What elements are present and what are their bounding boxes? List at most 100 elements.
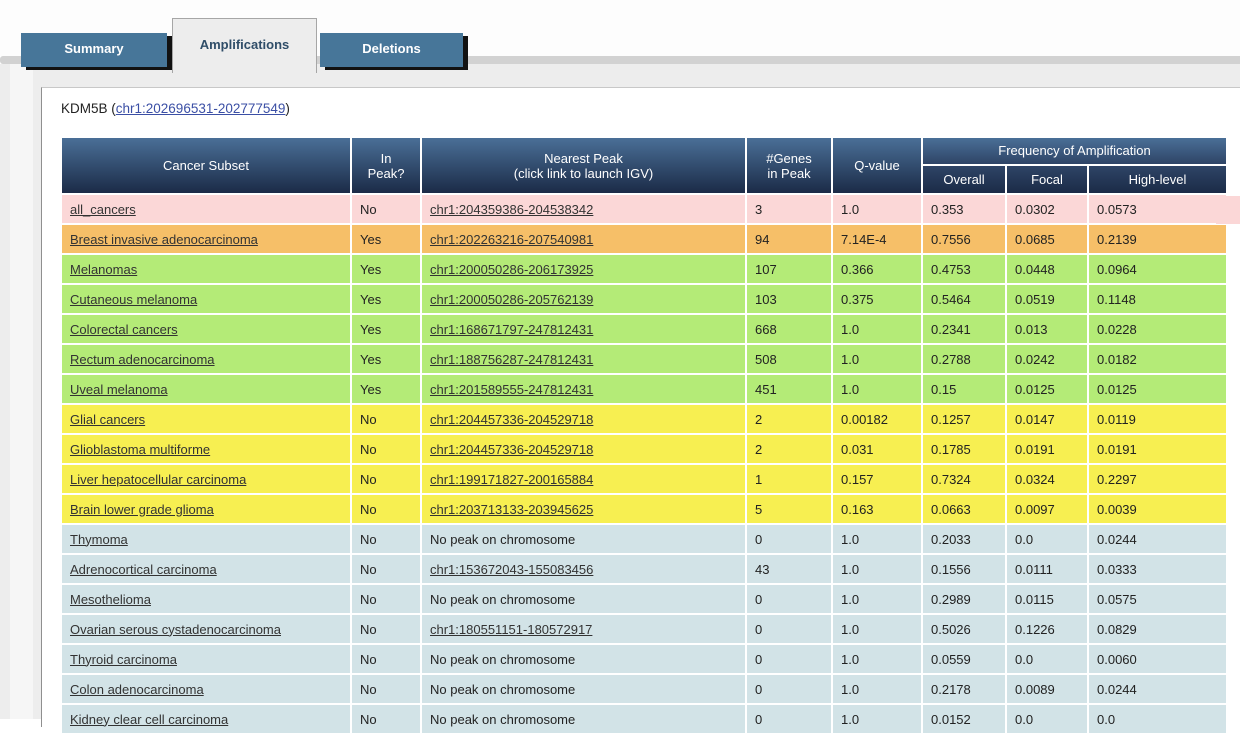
nearest-peak-cell-link[interactable]: chr1:204457336-204529718: [430, 441, 594, 457]
cancer-subset-link[interactable]: Liver hepatocellular carcinoma: [70, 471, 247, 487]
in-peak-cell: No: [360, 651, 377, 667]
nearest-peak-cell-link[interactable]: chr1:200050286-206173925: [430, 261, 594, 277]
freq-focal-cell: 0.0302: [1015, 201, 1055, 217]
cancer-subset-link[interactable]: Ovarian serous cystadenocarcinoma: [70, 621, 281, 637]
freq-high-level-cell: 0.2139: [1097, 231, 1137, 247]
nearest-peak-cell-link[interactable]: chr1:168671797-247812431: [430, 321, 594, 337]
table-row: Glial cancers No chr1:204457336-204529718 2…: [62, 405, 1227, 433]
table-row: Kidney clear cell carcinoma No No peak on …: [62, 705, 1227, 733]
col-header-focal: Focal: [1007, 165, 1087, 193]
freq-focal-cell: 0.0: [1015, 711, 1034, 727]
qvalue-cell: 1.0: [841, 351, 860, 367]
cancer-subset-link[interactable]: all_cancers: [70, 201, 136, 217]
freq-focal-cell: 0.0242: [1015, 351, 1055, 367]
table-row: Melanomas Yes chr1:200050286-206173925 107 0…: [62, 255, 1227, 283]
nearest-peak-cell-link[interactable]: chr1:200050286-205762139: [430, 291, 594, 307]
nearest-peak-cell-link[interactable]: chr1:153672043-155083456: [430, 561, 594, 577]
cancer-subset: Uveal melanoma: [62, 375, 350, 403]
genes-in-peak-cell: 43: [755, 561, 770, 577]
tab-summary[interactable]: Summary: [21, 33, 167, 67]
qvalue-cell: 1.0: [841, 591, 860, 607]
cancer-subset-link[interactable]: Melanomas: [70, 261, 138, 277]
table-row: Rectum adenocarcinoma Yes chr1:188756287-2…: [62, 345, 1227, 373]
tab-deletions[interactable]: Deletions: [320, 33, 463, 67]
cancer-subset: Brain lower grade glioma: [62, 495, 350, 523]
cancer-subset-link[interactable]: Uveal melanoma: [70, 381, 168, 397]
genes-in-peak-cell: 508: [755, 351, 777, 367]
genes-in-peak-cell: 0: [755, 531, 763, 547]
col-header-qvalue: Q-value: [833, 138, 921, 193]
cancer-subset-link[interactable]: Glioblastoma multiforme: [70, 441, 211, 457]
table-row: Brain lower grade glioma No chr1:203713133…: [62, 495, 1227, 523]
freq-focal-cell: 0.013: [1015, 321, 1048, 337]
nearest-peak-cell-link[interactable]: chr1:203713133-203945625: [430, 501, 594, 517]
col-header-cancer-subset: Cancer Subset: [62, 138, 350, 193]
nearest-peak-cell: chr1:204457336-204529718: [422, 435, 745, 463]
cancer-subset-link[interactable]: Mesothelioma: [70, 591, 151, 607]
qvalue-cell: 0.375: [841, 291, 874, 307]
freq-overall-cell: 0.4753: [931, 261, 971, 277]
in-peak-cell: Yes: [360, 261, 382, 277]
nearest-peak-cell: chr1:199171827-200165884: [422, 465, 745, 493]
cancer-subset-link[interactable]: Colorectal cancers: [70, 321, 178, 337]
freq-high-level-cell: 0.0964: [1097, 261, 1137, 277]
cancer-subset: Adrenocortical carcinoma: [62, 555, 350, 583]
qvalue-cell: 7.14E-4: [841, 231, 887, 247]
cancer-subset: Glial cancers: [62, 405, 350, 433]
left-gutter: [10, 64, 33, 719]
nearest-peak-cell-link[interactable]: chr1:188756287-247812431: [430, 351, 594, 367]
nearest-peak-cell-link[interactable]: chr1:204457336-204529718: [430, 411, 594, 427]
gene-locus-link[interactable]: chr1:202696531-202777549: [115, 101, 286, 116]
cancer-subset: Breast invasive adenocarcinoma: [62, 225, 350, 253]
cancer-subset-link[interactable]: Thyroid carcinoma: [70, 651, 177, 667]
freq-focal-cell: 0.0147: [1015, 411, 1055, 427]
nearest-peak-cell-link[interactable]: chr1:201589555-247812431: [430, 381, 594, 397]
cancer-subset-link[interactable]: Breast invasive adenocarcinoma: [70, 231, 258, 247]
cancer-subset: Thymoma: [62, 525, 350, 553]
freq-high-level-cell: 0.0060: [1097, 651, 1137, 667]
freq-overall-cell: 0.0663: [931, 501, 971, 517]
tab-amplifications[interactable]: Amplifications: [172, 18, 317, 73]
cancer-subset-link[interactable]: Brain lower grade glioma: [70, 501, 214, 517]
table-row: Ovarian serous cystadenocarcinoma No chr1:…: [62, 615, 1227, 643]
genes-in-peak-cell: 0: [755, 711, 763, 727]
cancer-subset: Glioblastoma multiforme: [62, 435, 350, 463]
nearest-peak-cell: No peak on chromosome: [430, 651, 576, 667]
nearest-peak-cell-link[interactable]: chr1:180551151-180572917: [430, 621, 593, 637]
table-body: all_cancers No chr1:204359386-204538342 3 1.…: [62, 195, 1227, 733]
freq-focal-cell: 0.0097: [1015, 501, 1055, 517]
in-peak-cell: Yes: [360, 321, 382, 337]
genes-in-peak-cell: 0: [755, 591, 763, 607]
in-peak-cell: Yes: [360, 231, 382, 247]
qvalue-cell: 1.0: [841, 651, 860, 667]
freq-overall-cell: 0.0152: [931, 711, 971, 727]
nearest-peak-cell-link[interactable]: chr1:202263216-207540981: [430, 231, 594, 247]
freq-overall-cell: 0.0559: [931, 651, 971, 667]
cancer-subset-link[interactable]: Kidney clear cell carcinoma: [70, 711, 229, 727]
freq-overall-cell: 0.1785: [931, 441, 971, 457]
qvalue-cell: 1.0: [841, 201, 860, 217]
genes-in-peak-cell: 668: [755, 321, 777, 337]
cancer-subset-link[interactable]: Colon adenocarcinoma: [70, 681, 204, 697]
cancer-subset: Cutaneous melanoma: [62, 285, 350, 313]
nearest-peak-cell-link[interactable]: chr1:204359386-204538342: [430, 201, 594, 217]
cancer-subset-link[interactable]: Cutaneous melanoma: [70, 291, 198, 307]
freq-overall-cell: 0.7324: [931, 471, 971, 487]
freq-focal-cell: 0.0111: [1015, 561, 1053, 577]
freq-overall-cell: 0.5464: [931, 291, 971, 307]
genes-in-peak-cell: 0: [755, 621, 763, 637]
row-highlight-overflow: [1216, 196, 1240, 224]
cancer-subset-link[interactable]: Thymoma: [70, 531, 128, 547]
freq-high-level-cell: 0.0182: [1097, 351, 1137, 367]
freq-overall-cell: 0.1257: [931, 411, 971, 427]
cancer-subset-link[interactable]: Adrenocortical carcinoma: [70, 561, 217, 577]
nearest-peak-cell-link[interactable]: chr1:199171827-200165884: [430, 471, 594, 487]
cancer-subset-link[interactable]: Glial cancers: [70, 411, 146, 427]
genes-in-peak-cell: 0: [755, 651, 763, 667]
cancer-subset: Melanomas: [62, 255, 350, 283]
cancer-subset: Colon adenocarcinoma: [62, 675, 350, 703]
table-row: Liver hepatocellular carcinoma No chr1:199…: [62, 465, 1227, 493]
cancer-subset-link[interactable]: Rectum adenocarcinoma: [70, 351, 215, 367]
table-row: Thymoma No No peak on chromosome 0 1.0 0.2033…: [62, 525, 1227, 553]
freq-focal-cell: 0.0115: [1015, 591, 1054, 607]
